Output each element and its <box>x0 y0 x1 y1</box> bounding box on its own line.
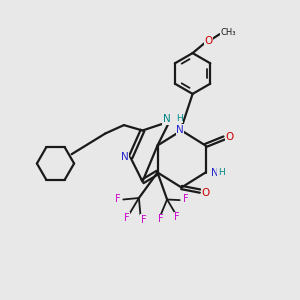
Text: O: O <box>225 131 234 142</box>
Text: F: F <box>141 215 146 225</box>
Text: CH₃: CH₃ <box>220 28 236 37</box>
Text: O: O <box>201 188 210 198</box>
Text: F: F <box>174 212 180 223</box>
Text: N: N <box>176 124 184 135</box>
Text: N: N <box>211 167 219 178</box>
Text: N: N <box>121 152 129 162</box>
Text: H: H <box>218 168 224 177</box>
Text: N: N <box>163 114 171 124</box>
Text: F: F <box>158 214 163 224</box>
Text: F: F <box>115 194 121 204</box>
Text: F: F <box>124 213 130 223</box>
Text: H: H <box>176 114 183 123</box>
Text: O: O <box>205 36 213 46</box>
Text: F: F <box>183 194 188 205</box>
